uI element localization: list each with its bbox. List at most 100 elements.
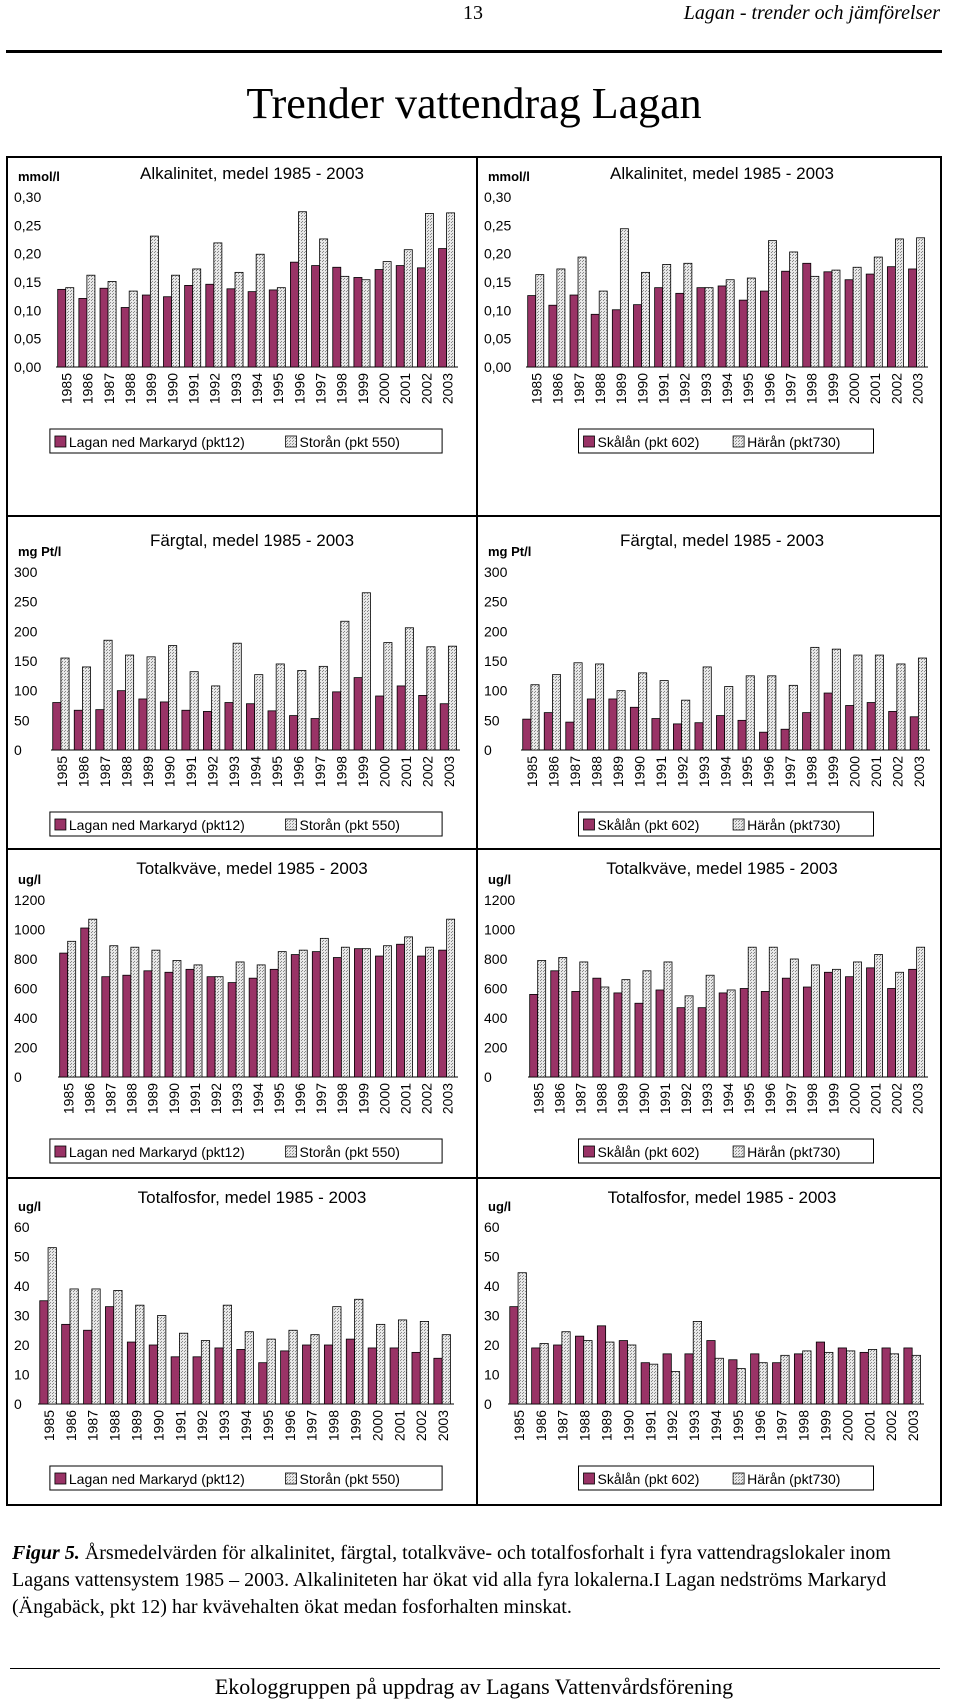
unit-label: ug/l xyxy=(18,1199,41,1214)
bar-series-1 xyxy=(613,992,623,1078)
bar-series-1 xyxy=(203,711,212,751)
bar-series-1 xyxy=(184,285,194,368)
bar-series-1 xyxy=(411,1351,421,1405)
legend-label-series-1: Skålån (pkt 602) xyxy=(598,1144,700,1160)
bar-series-2 xyxy=(361,592,371,751)
bar-series-1 xyxy=(389,1347,399,1405)
x-tick-label: 1993 xyxy=(686,1410,702,1441)
x-tick-label: 1997 xyxy=(304,1410,320,1441)
unit-label: ug/l xyxy=(18,872,41,887)
bar-series-2 xyxy=(340,620,350,751)
bar-series-2 xyxy=(911,1354,921,1405)
x-tick-label: 1985 xyxy=(41,1410,57,1441)
x-tick-label: 2003 xyxy=(911,756,927,787)
bar-series-2 xyxy=(627,1344,637,1405)
bar-series-2 xyxy=(135,1304,145,1405)
x-tick-label: 1991 xyxy=(172,1410,188,1441)
x-tick-label: 1996 xyxy=(282,1410,298,1441)
bar-series-2 xyxy=(780,1354,790,1405)
x-tick-label: 1999 xyxy=(825,756,841,787)
bar-series-1 xyxy=(374,269,384,368)
chart-grid xyxy=(6,156,942,1506)
x-tick-label: 1987 xyxy=(571,373,587,404)
bar-series-1 xyxy=(138,698,148,751)
legend: Lagan ned Markaryd (pkt12) Storån (pkt 55… xyxy=(49,428,443,454)
legend: Skålån (pkt 602) Härån (pkt730) xyxy=(578,1138,874,1164)
bar-series-1 xyxy=(684,1353,694,1405)
chart-title: Totalfosfor, medel 1985 - 2003 xyxy=(138,1188,367,1207)
bar-series-1 xyxy=(611,309,621,368)
x-tick-label: 1985 xyxy=(61,1083,77,1114)
x-tick-label: 1988 xyxy=(118,756,134,787)
x-tick-label: 1995 xyxy=(730,1410,746,1441)
x-tick-label: 1991 xyxy=(183,756,199,787)
bar-series-1 xyxy=(268,289,278,368)
y-tick-label: 50 xyxy=(14,1249,30,1265)
x-tick-label: 2001 xyxy=(861,1410,877,1441)
x-tick-label: 2001 xyxy=(397,373,413,404)
x-tick-label: 1999 xyxy=(817,1410,833,1441)
bar-series-2 xyxy=(539,1343,549,1405)
legend-label-series-2: Storån (pkt 550) xyxy=(300,817,400,833)
bar-series-1 xyxy=(569,294,579,368)
y-tick-label: 0 xyxy=(14,742,22,758)
bar-series-1 xyxy=(396,685,406,751)
legend-swatch-series-1 xyxy=(583,435,595,448)
x-tick-label: 1987 xyxy=(97,756,113,787)
bar-series-2 xyxy=(831,648,841,751)
x-tick-label: 1987 xyxy=(101,373,117,404)
bar-series-2 xyxy=(128,290,138,368)
bar-series-2 xyxy=(332,1306,342,1405)
bar-series-2 xyxy=(641,271,650,368)
bar-series-2 xyxy=(810,275,820,368)
x-tick-label: 2000 xyxy=(377,756,393,787)
legend-swatch-series-2 xyxy=(732,818,745,831)
y-tick-label: 50 xyxy=(484,712,500,728)
bar-series-1 xyxy=(258,1362,268,1405)
bar-series-1 xyxy=(908,968,918,1078)
bar-series-1 xyxy=(39,1300,49,1405)
y-tick-label: 1200 xyxy=(484,892,515,908)
bar-series-2 xyxy=(705,974,715,1078)
bar-series-1 xyxy=(815,1341,825,1405)
bar-series-2 xyxy=(802,1350,812,1405)
bar-series-1 xyxy=(888,711,898,751)
bar-series-1 xyxy=(550,970,560,1078)
bar-series-2 xyxy=(298,211,307,368)
bar-series-1 xyxy=(170,1356,180,1405)
bar-series-1 xyxy=(844,279,854,368)
bar-series-2 xyxy=(113,1290,123,1405)
legend-box xyxy=(49,811,443,837)
bar-series-1 xyxy=(345,1338,355,1405)
bar-series-2 xyxy=(103,639,113,751)
bar-series-1 xyxy=(640,1362,650,1405)
x-tick-label: 1998 xyxy=(334,756,350,787)
unit-label: mg Pt/l xyxy=(488,544,531,559)
x-tick-label: 1986 xyxy=(82,1083,98,1114)
bar-series-2 xyxy=(684,995,694,1078)
bar-series-2 xyxy=(383,642,393,751)
bar-series-2 xyxy=(702,666,712,751)
bar-series-1 xyxy=(181,709,191,751)
bar-series-2 xyxy=(446,212,456,368)
x-tick-label: 2003 xyxy=(905,1410,921,1441)
bar-series-1 xyxy=(845,705,855,751)
x-tick-label: 1998 xyxy=(804,373,820,404)
unit-label: mmol/l xyxy=(18,169,60,184)
bar-series-2 xyxy=(895,971,904,1078)
bar-series-1 xyxy=(529,993,539,1078)
x-tick-label: 1990 xyxy=(636,1083,652,1114)
bar-series-2 xyxy=(276,287,286,368)
bar-series-1 xyxy=(772,1362,782,1405)
bar-series-1 xyxy=(416,267,426,368)
x-tick-label: 1994 xyxy=(250,1083,266,1114)
chart-totalkvave-lagan: ug/l Totalkväve, medel 1985 - 2003 0 200 400… xyxy=(14,859,458,1164)
bar-series-2 xyxy=(47,1247,57,1405)
x-tick-label: 2000 xyxy=(369,1410,385,1441)
x-tick-label: 1991 xyxy=(642,1410,658,1441)
bar-series-1 xyxy=(99,287,109,368)
grid-divider-h1 xyxy=(6,515,942,517)
bar-series-1 xyxy=(323,1344,334,1405)
bar-series-2 xyxy=(446,918,456,1078)
bar-series-2 xyxy=(573,662,583,751)
